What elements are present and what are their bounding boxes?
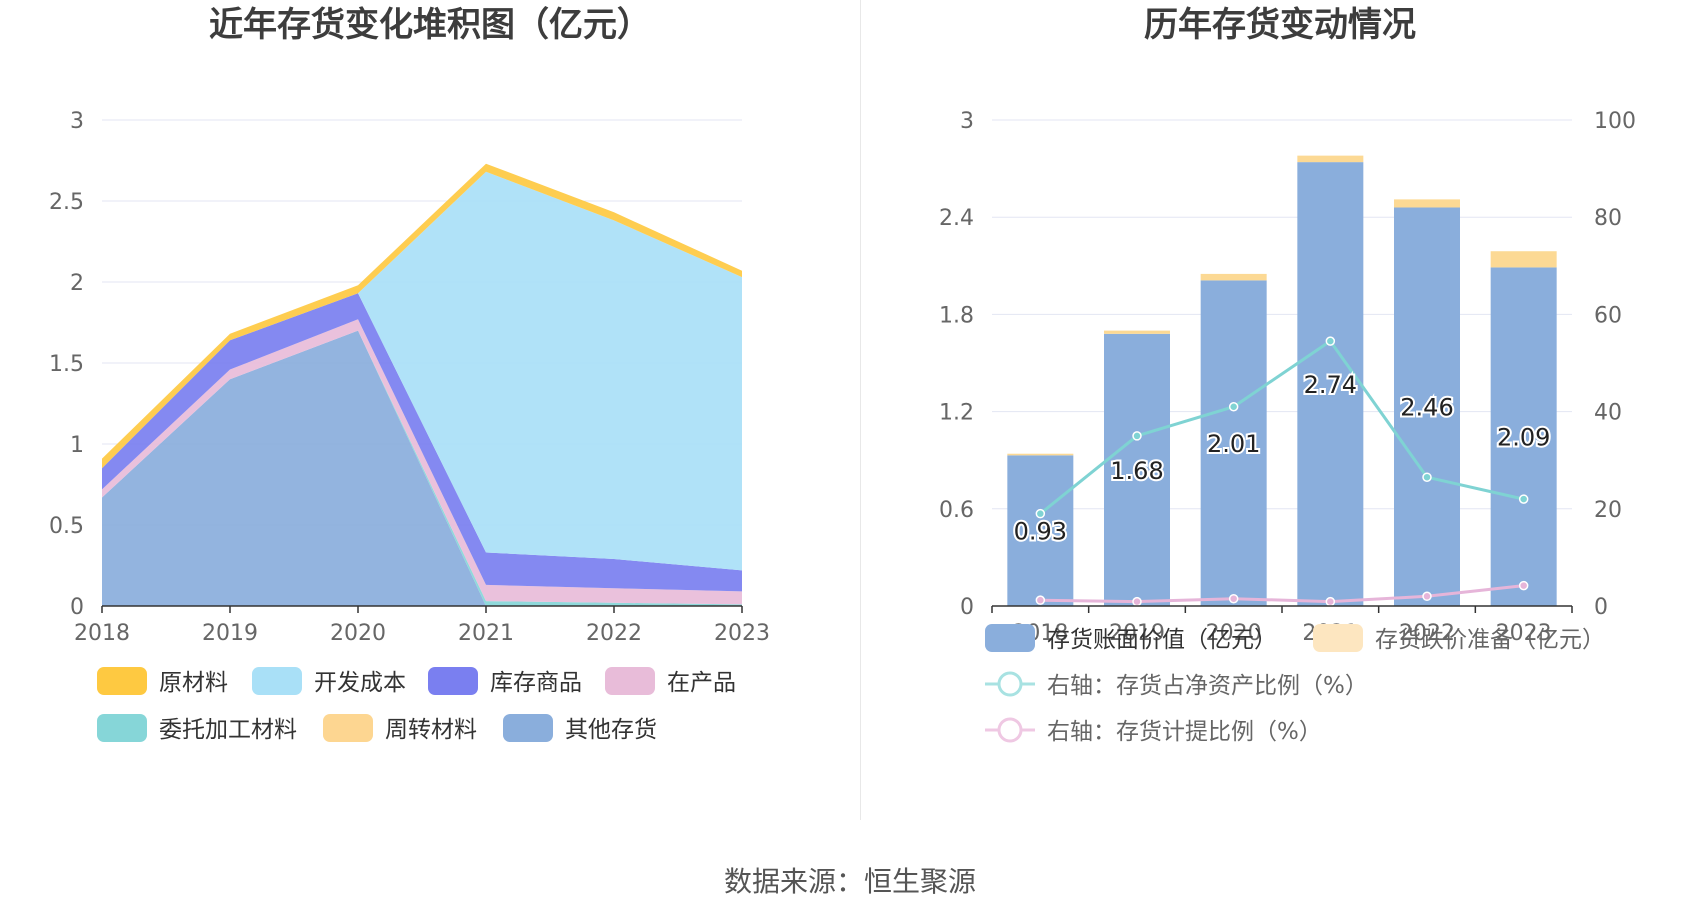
x-tick-label: 2019 — [202, 621, 258, 646]
bar-data-label: 2.09 — [1497, 424, 1550, 452]
x-tick-label: 2023 — [1496, 621, 1552, 646]
legend-label: 其他存货 — [565, 717, 657, 743]
area-在产品 — [102, 319, 742, 605]
panel-divider — [860, 0, 861, 820]
legend-label: 委托加工材料 — [159, 717, 297, 743]
bar-inventory-value — [1297, 162, 1364, 606]
legend-swatch — [428, 667, 478, 695]
bar-data-label: 0.93 — [1014, 518, 1067, 546]
x-tick-label: 2023 — [714, 621, 770, 646]
x-tick-label: 2018 — [74, 621, 130, 646]
bar-data-label: 2.46 — [1400, 394, 1453, 422]
area-库存商品 — [102, 293, 742, 592]
legend-label: 存货跌价准备（亿元） — [1375, 627, 1605, 653]
y-tick-label: 0 — [70, 595, 84, 620]
area-委托加工材料 — [102, 330, 742, 606]
x-tick-label: 2022 — [586, 621, 642, 646]
bar-inventory-value — [1104, 333, 1170, 606]
legend-swatch — [97, 714, 147, 742]
bar-inventory-value — [1007, 455, 1074, 606]
legend-swatch — [605, 667, 655, 695]
line-point — [1132, 596, 1142, 607]
legend-swatch — [97, 667, 147, 695]
legend-swatch — [323, 714, 373, 742]
line-point — [1422, 591, 1432, 602]
legend-label: 库存商品 — [490, 670, 582, 696]
line-point — [1035, 595, 1046, 605]
x-tick-label: 2022 — [1399, 621, 1455, 646]
bar-inventory-value — [1394, 207, 1460, 607]
area-原材料 — [102, 163, 742, 469]
stacked-area-chart: 0 0.5 1 1.5 2 2.5 3 2018 2019 2020 2021 2022 2023 原材料… — [49, 109, 770, 743]
y-tick-label: 2.5 — [49, 190, 84, 215]
x-tick-label: 2020 — [330, 621, 386, 646]
y-right-tick-label: 40 — [1594, 401, 1622, 426]
legend-swatch — [1313, 624, 1363, 652]
y-right-tick-label: 20 — [1594, 498, 1622, 523]
bar-data-label: 1.68 — [1110, 457, 1163, 485]
line-point — [1422, 472, 1432, 482]
x-tick-label: 2020 — [1206, 621, 1262, 646]
y-tick-label: 0 — [960, 595, 974, 620]
stacked-bar-line-chart: 0 0.6 1.2 1.8 2.4 3 0 20 40 60 80 100 0.93 1.68 2.01 2.… — [939, 109, 1636, 745]
legend-marker — [997, 671, 1023, 697]
y-right-tick-label: 80 — [1594, 206, 1622, 231]
bar-impairment-provision — [1297, 155, 1364, 163]
line-point — [1325, 596, 1336, 607]
data-source: 数据来源：恒生聚源 — [723, 865, 976, 898]
legend-label: 原材料 — [159, 670, 228, 696]
line-point — [1325, 336, 1336, 346]
line-point — [1228, 593, 1239, 604]
legend-swatch — [503, 714, 553, 742]
line-point — [1228, 401, 1239, 412]
bar-impairment-provision — [1104, 330, 1170, 334]
legend-label: 右轴：存货计提比例（%） — [1047, 719, 1322, 745]
y-tick-label: 0.6 — [939, 498, 974, 523]
area-开发成本 — [102, 171, 742, 571]
area-其他存货 — [102, 330, 742, 606]
y-tick-label: 2.4 — [939, 206, 974, 231]
x-tick-label: 2019 — [1109, 621, 1165, 646]
line-net-asset-ratio — [1039, 339, 1525, 515]
line-point — [1035, 508, 1046, 519]
y-tick-label: 1.5 — [49, 352, 84, 377]
bar-data-label: 2.01 — [1207, 430, 1260, 458]
bar-impairment-provision — [1007, 453, 1074, 456]
right-chart-title: 历年存货变动情况 — [1144, 5, 1416, 45]
legend-label: 开发成本 — [314, 670, 406, 696]
y-tick-label: 0.5 — [49, 514, 84, 539]
y-tick-label: 3 — [960, 109, 974, 134]
y-right-tick-label: 60 — [1594, 303, 1622, 328]
y-right-tick-label: 100 — [1594, 109, 1636, 134]
y-tick-label: 1.8 — [939, 303, 974, 328]
bar-impairment-provision — [1490, 251, 1557, 268]
legend-swatch — [252, 667, 302, 695]
line-point — [1518, 494, 1529, 504]
legend-label: 周转材料 — [385, 717, 477, 743]
y-tick-label: 2 — [70, 271, 84, 296]
bar-inventory-value — [1200, 280, 1267, 606]
legend-label: 在产品 — [667, 670, 736, 696]
line-point — [1132, 431, 1142, 441]
y-right-tick-label: 0 — [1594, 595, 1608, 620]
legend-label: 存货账面价值（亿元） — [1047, 627, 1277, 653]
y-tick-label: 3 — [70, 109, 84, 134]
legend-marker — [997, 717, 1023, 743]
line-provision-ratio — [1040, 584, 1524, 604]
bar-impairment-provision — [1394, 199, 1460, 208]
legend-swatch — [985, 624, 1035, 652]
bar-inventory-value — [1490, 267, 1557, 606]
legend-label: 右轴：存货占净资产比例（%） — [1047, 673, 1368, 699]
left-chart-title: 近年存货变化堆积图（亿元） — [209, 5, 651, 45]
y-tick-label: 1 — [70, 433, 84, 458]
bar-data-label: 2.74 — [1304, 371, 1357, 399]
bar-impairment-provision — [1200, 273, 1267, 281]
x-tick-label: 2021 — [458, 621, 514, 646]
y-tick-label: 1.2 — [939, 401, 974, 426]
line-point — [1518, 580, 1529, 591]
